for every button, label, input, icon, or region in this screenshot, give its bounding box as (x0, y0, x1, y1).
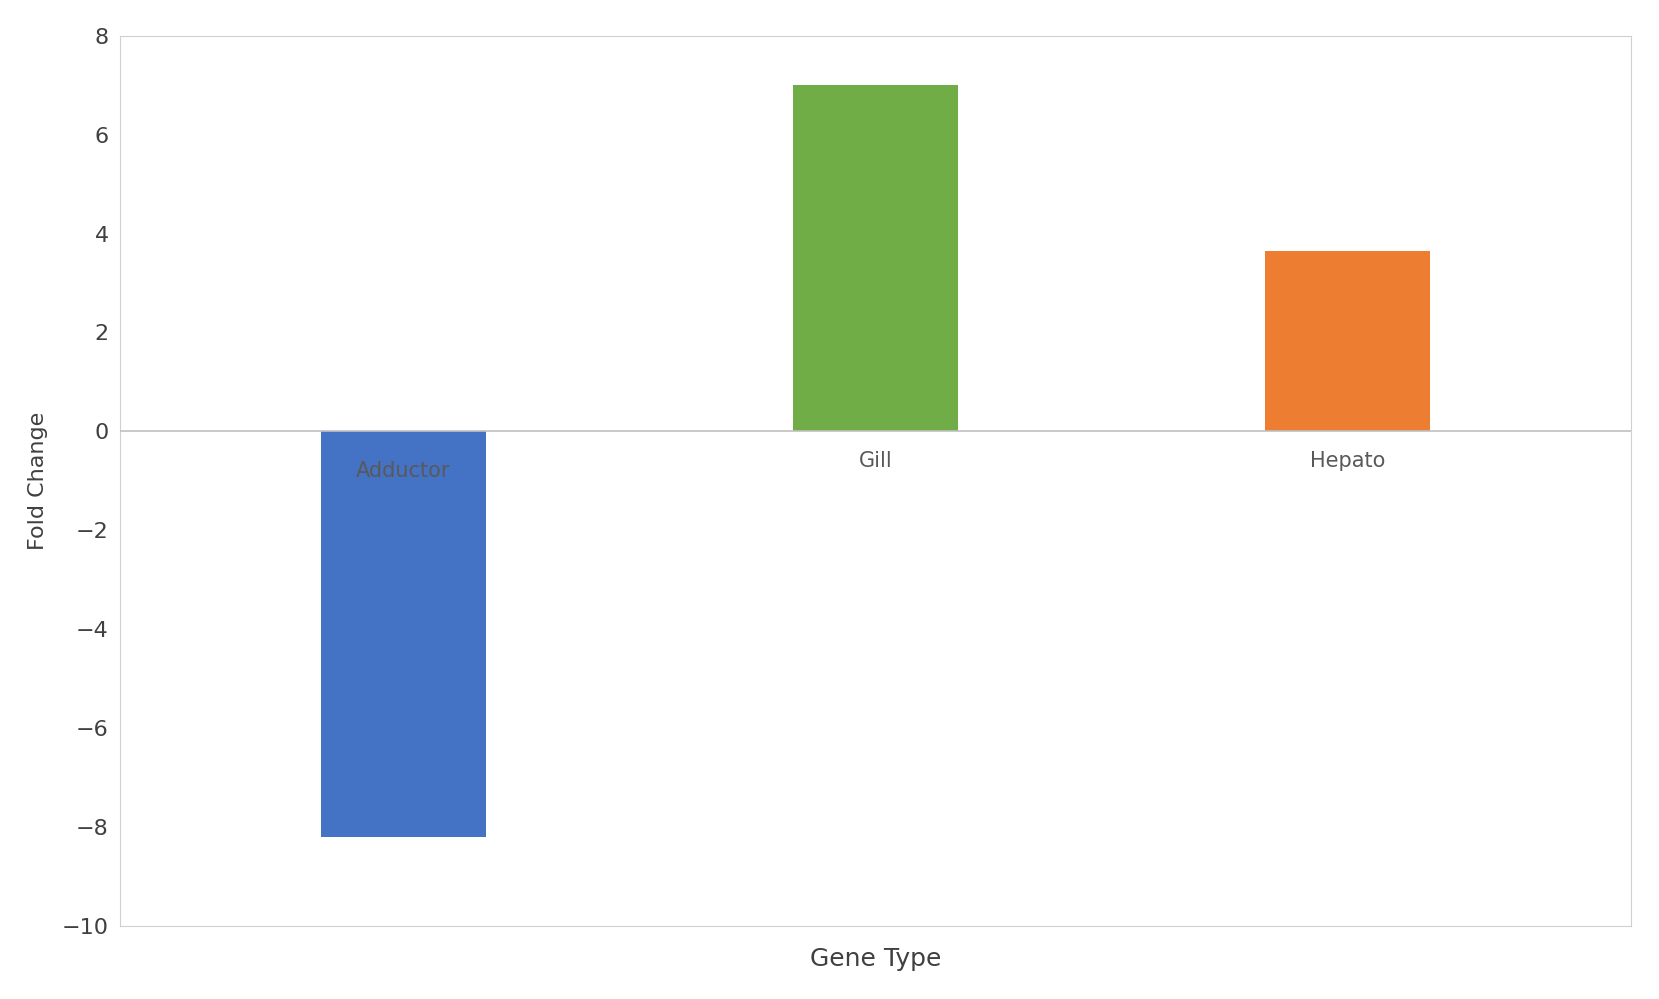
Text: Adductor: Adductor (357, 461, 451, 481)
X-axis label: Gene Type: Gene Type (810, 947, 941, 971)
Bar (1266, 251, 1430, 432)
Bar (320, 432, 486, 837)
Text: Gill: Gill (859, 452, 893, 472)
Text: Hepato: Hepato (1311, 452, 1385, 472)
Bar (793, 85, 959, 432)
Y-axis label: Fold Change: Fold Change (28, 412, 48, 549)
